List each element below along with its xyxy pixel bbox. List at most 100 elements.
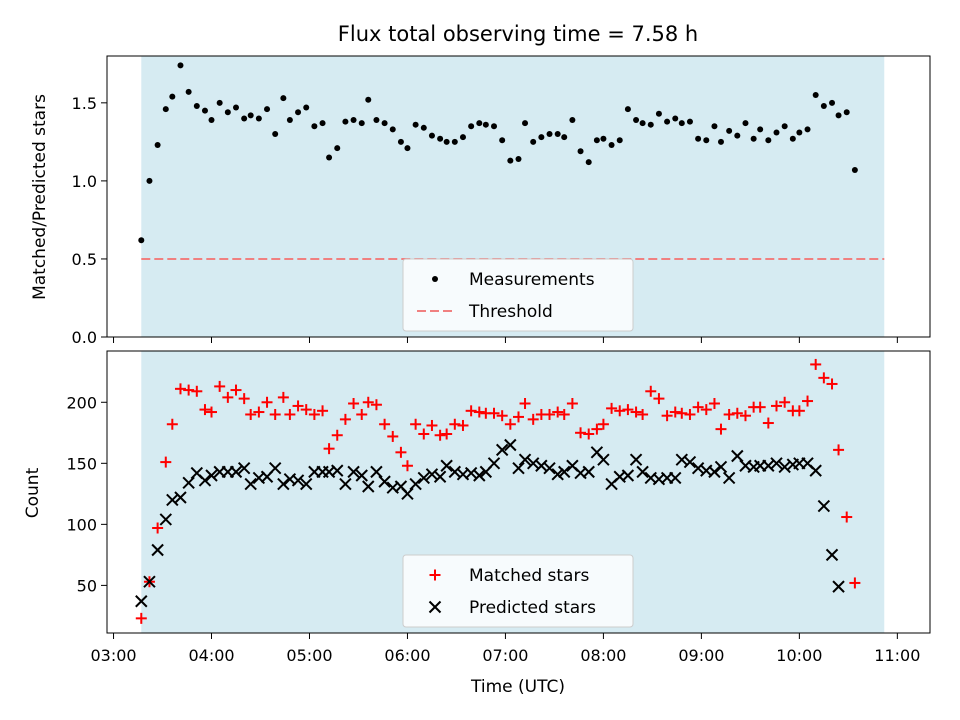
matched-star-point <box>269 408 281 420</box>
measurement-point <box>538 134 545 141</box>
measurement-point <box>711 123 718 130</box>
matched-star-point <box>676 407 688 419</box>
predicted-star-point <box>159 513 172 526</box>
measurement-point <box>428 132 435 139</box>
measurement-point <box>169 93 176 100</box>
matched-star-point <box>160 456 172 468</box>
measurement-point <box>412 121 419 128</box>
matched-star-point <box>418 428 430 440</box>
matched-star-point <box>841 511 853 523</box>
measurement-point <box>397 138 404 145</box>
measurement-point <box>593 137 600 144</box>
measurement-point <box>678 120 685 127</box>
measurement-point <box>404 145 411 152</box>
matched-star-point <box>356 408 368 420</box>
predicted-star-point <box>629 453 643 466</box>
matched-star-point <box>630 406 642 418</box>
matched-star-point <box>793 405 805 417</box>
predicted-stars-points <box>135 438 845 608</box>
predicted-star-point <box>440 459 453 472</box>
y-tick-label: 0.0 <box>72 328 97 347</box>
predicted-star-point <box>229 465 243 479</box>
bottom-legend: Matched stars Predicted stars <box>402 554 634 628</box>
measurement-point <box>255 115 262 122</box>
measurement-point <box>686 118 693 125</box>
legend-box <box>402 258 634 332</box>
matched-star-point <box>849 577 861 589</box>
measurement-point <box>280 95 287 102</box>
matched-star-point <box>135 612 147 624</box>
measurement-point <box>664 118 671 125</box>
matched-star-point <box>245 408 257 420</box>
y-tick-label: 200 <box>66 393 97 412</box>
measurement-point <box>295 109 302 116</box>
legend-label: Measurements <box>469 270 595 290</box>
measurement-point <box>639 120 646 127</box>
matched-star-point <box>708 397 720 409</box>
measurement-point <box>365 96 372 103</box>
measurement-point <box>515 156 522 163</box>
predicted-star-point <box>300 477 313 491</box>
matched-star-point <box>715 423 727 435</box>
measurement-point <box>624 106 631 113</box>
legend-marker-measurement <box>432 276 438 282</box>
measurement-point <box>154 141 161 148</box>
top-legend: Measurements Threshold <box>402 258 634 332</box>
measurement-point <box>829 99 836 106</box>
matched-star-point <box>284 408 296 420</box>
measurement-point <box>672 115 679 122</box>
measurement-point <box>507 157 514 164</box>
measurement-point <box>162 106 169 113</box>
measurement-point <box>451 138 458 145</box>
measurement-point <box>835 112 842 119</box>
matched-star-point <box>174 383 186 395</box>
predicted-star-point <box>268 461 282 475</box>
matched-star-point <box>527 413 539 425</box>
matched-star-point <box>762 417 774 429</box>
measurement-point <box>577 148 584 155</box>
predicted-star-point <box>378 475 391 488</box>
matched-star-point <box>566 397 578 409</box>
matched-star-point <box>504 418 516 430</box>
matched-star-point <box>731 407 743 419</box>
measurement-point <box>561 134 568 141</box>
measurement-point <box>247 112 254 119</box>
measurement-point <box>459 134 466 141</box>
measurement-point <box>804 126 811 133</box>
matched-star-point <box>277 391 289 403</box>
measurement-point <box>812 92 819 99</box>
predicted-star-point <box>675 453 689 466</box>
x-tick-label: 04:00 <box>188 646 234 665</box>
measurement-point <box>765 137 772 144</box>
bottom-x-label: Time (UTC) <box>470 677 565 697</box>
x-tick-label: 07:00 <box>482 646 528 665</box>
measurement-points <box>138 62 858 244</box>
matched-star-point <box>253 406 265 418</box>
predicted-star-point <box>817 499 831 513</box>
predicted-star-point <box>277 477 290 491</box>
top-y-label: Matched/Predicted stars <box>30 94 50 300</box>
predicted-star-point <box>621 469 635 482</box>
matched-star-point <box>723 408 735 420</box>
predicted-star-point <box>535 459 548 472</box>
matched-star-point <box>739 410 751 422</box>
matched-star-point <box>700 404 712 416</box>
matched-star-point <box>441 428 453 440</box>
measurement-point <box>233 104 240 111</box>
predicted-star-point <box>722 471 736 485</box>
matched-star-point <box>597 418 609 430</box>
matched-star-point <box>300 404 312 416</box>
predicted-star-point <box>362 480 375 493</box>
matched-star-point <box>692 401 704 413</box>
measurement-point <box>350 117 357 124</box>
measurement-point <box>781 123 788 130</box>
predicted-star-point <box>347 465 360 479</box>
measurement-point <box>286 117 293 124</box>
measurement-point <box>389 126 396 133</box>
measurement-point <box>468 123 475 130</box>
matched-star-point <box>457 419 469 431</box>
legend-marker-matched <box>429 569 441 581</box>
predicted-star-point <box>708 465 721 479</box>
matched-star-point <box>331 429 343 441</box>
bottom-x-axis: 03:00 04:00 05:00 06:00 07:00 08:00 09:00 10:00… <box>90 633 920 665</box>
